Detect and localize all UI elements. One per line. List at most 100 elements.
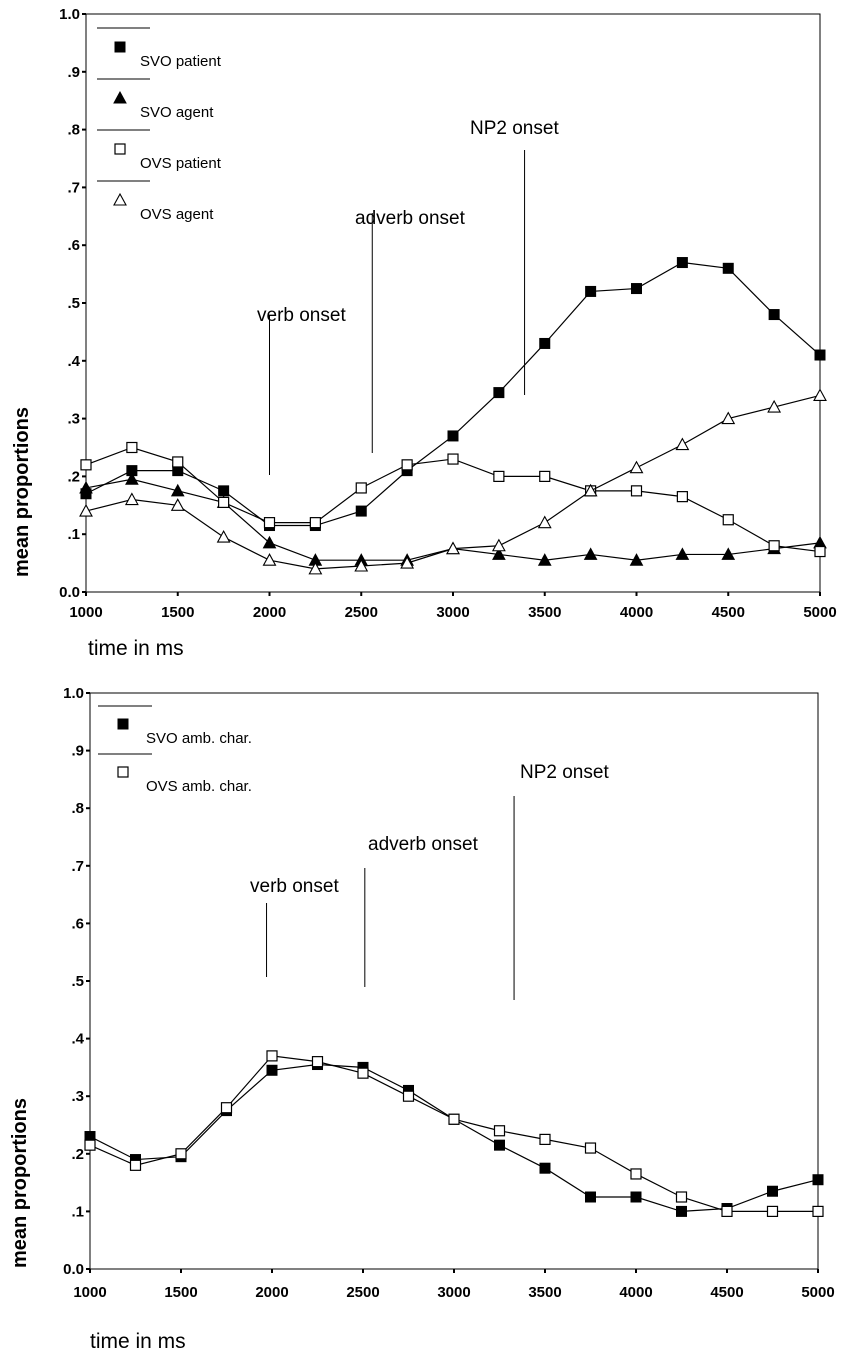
legend-label: OVS agent xyxy=(140,206,214,223)
y-tick-label: .8 xyxy=(71,800,84,817)
data-point xyxy=(126,441,138,454)
x-tick-label: 5000 xyxy=(803,604,836,621)
data-point xyxy=(722,262,734,274)
data-point xyxy=(767,1185,778,1197)
data-point xyxy=(448,1113,460,1125)
legend-label: OVS amb. char. xyxy=(146,778,252,795)
data-point xyxy=(768,309,780,321)
data-point xyxy=(676,1205,687,1217)
y-tick-label: .1 xyxy=(67,526,80,543)
chart-panel-1: 0.0 .1 .2 .3 .4 .5 .6 .7 .8 .9 1.0 1000 1500 2000 2500… xyxy=(11,6,837,660)
data-point xyxy=(629,553,644,566)
legend-label: OVS patient xyxy=(140,155,222,172)
data-point xyxy=(585,1191,596,1203)
y-tick-label: .3 xyxy=(71,1088,84,1105)
series-line xyxy=(85,261,821,527)
data-point xyxy=(447,430,459,442)
data-point xyxy=(537,515,552,529)
onset-annotation: verb onset xyxy=(257,305,346,326)
data-point xyxy=(630,1168,642,1180)
data-point xyxy=(125,472,139,485)
legend-marker xyxy=(114,143,126,155)
series-ovs-patient xyxy=(80,441,826,558)
y-tick-label: .5 xyxy=(71,973,84,990)
data-point xyxy=(124,492,139,506)
data-point xyxy=(447,453,459,465)
x-tick-label: 2000 xyxy=(255,1284,288,1301)
data-point xyxy=(308,561,323,575)
y-tick-label: .2 xyxy=(71,1146,84,1163)
x-tick-label: 1500 xyxy=(161,604,194,621)
y-axis-label: mean proportions xyxy=(11,407,33,577)
y-tick-label: 0.0 xyxy=(59,584,80,601)
x-tick-label: 3000 xyxy=(437,1284,470,1301)
data-point xyxy=(721,411,736,425)
data-point xyxy=(84,1139,96,1151)
data-point xyxy=(722,514,734,526)
data-point xyxy=(263,517,276,529)
y-tick-label: .7 xyxy=(71,858,84,875)
series-line xyxy=(89,1055,818,1213)
data-point xyxy=(355,505,367,517)
y-tick-label: 0.0 xyxy=(63,1261,84,1278)
data-point xyxy=(266,1050,278,1062)
y-tick-label: .4 xyxy=(71,1031,84,1048)
data-point xyxy=(539,470,551,482)
data-point xyxy=(812,1174,824,1186)
y-tick-label: .1 xyxy=(71,1203,84,1220)
data-point xyxy=(262,553,277,566)
y-tick-label: .9 xyxy=(71,743,84,760)
legend-label: SVO agent xyxy=(140,104,214,121)
data-point xyxy=(539,1133,551,1146)
data-point xyxy=(768,540,780,552)
data-point xyxy=(539,1162,551,1174)
data-point xyxy=(220,1102,233,1114)
data-point xyxy=(170,498,185,511)
data-point xyxy=(493,387,505,399)
legend: SVO patient SVO agent OVS patient OVS agent xyxy=(97,27,222,223)
onset-annotation: adverb onset xyxy=(355,208,466,229)
legend-marker xyxy=(117,718,129,730)
data-point xyxy=(355,482,367,494)
data-point xyxy=(493,1125,506,1137)
y-tick-label: .8 xyxy=(67,122,80,139)
data-point xyxy=(676,491,688,503)
data-point xyxy=(766,1205,779,1218)
x-tick-label: 2500 xyxy=(346,1284,379,1301)
data-point xyxy=(494,1139,505,1151)
data-point xyxy=(80,459,92,471)
x-tick-label: 3500 xyxy=(528,1284,561,1301)
legend-marker xyxy=(113,192,127,206)
y-tick-label: 1.0 xyxy=(59,6,80,23)
data-point xyxy=(814,545,826,558)
x-tick-label: 2000 xyxy=(253,604,286,621)
data-point xyxy=(676,257,688,269)
data-point xyxy=(172,456,184,468)
y-axis-label: mean proportions xyxy=(9,1098,31,1268)
onset-annotation: adverb onset xyxy=(368,834,479,855)
y-tick-label: .4 xyxy=(67,353,80,370)
y-tick-label: .5 xyxy=(67,295,80,312)
data-point xyxy=(537,553,552,566)
data-point xyxy=(675,547,690,560)
y-tick-label: .6 xyxy=(71,915,84,932)
x-tick-label: 3500 xyxy=(528,604,561,621)
legend-label: SVO patient xyxy=(140,53,222,70)
onset-annotation: verb onset xyxy=(250,876,339,897)
x-tick-label: 1000 xyxy=(69,604,102,621)
chart-panel-2: 0.0 .1 .2 .3 .4 .5 .6 .7 .8 .9 1.0 1000 1500 2000 2500… xyxy=(9,685,835,1353)
data-point xyxy=(539,337,551,349)
y-tick-label: 1.0 xyxy=(63,685,84,702)
data-point xyxy=(584,1142,597,1154)
legend-marker xyxy=(114,41,126,53)
data-point xyxy=(630,1191,642,1203)
data-point xyxy=(585,285,597,297)
data-point xyxy=(491,538,506,552)
data-point xyxy=(767,399,782,413)
data-point xyxy=(79,480,93,494)
data-point xyxy=(262,535,277,549)
data-point xyxy=(446,541,460,555)
data-point xyxy=(675,1191,688,1203)
series-svo-patient xyxy=(80,257,826,532)
